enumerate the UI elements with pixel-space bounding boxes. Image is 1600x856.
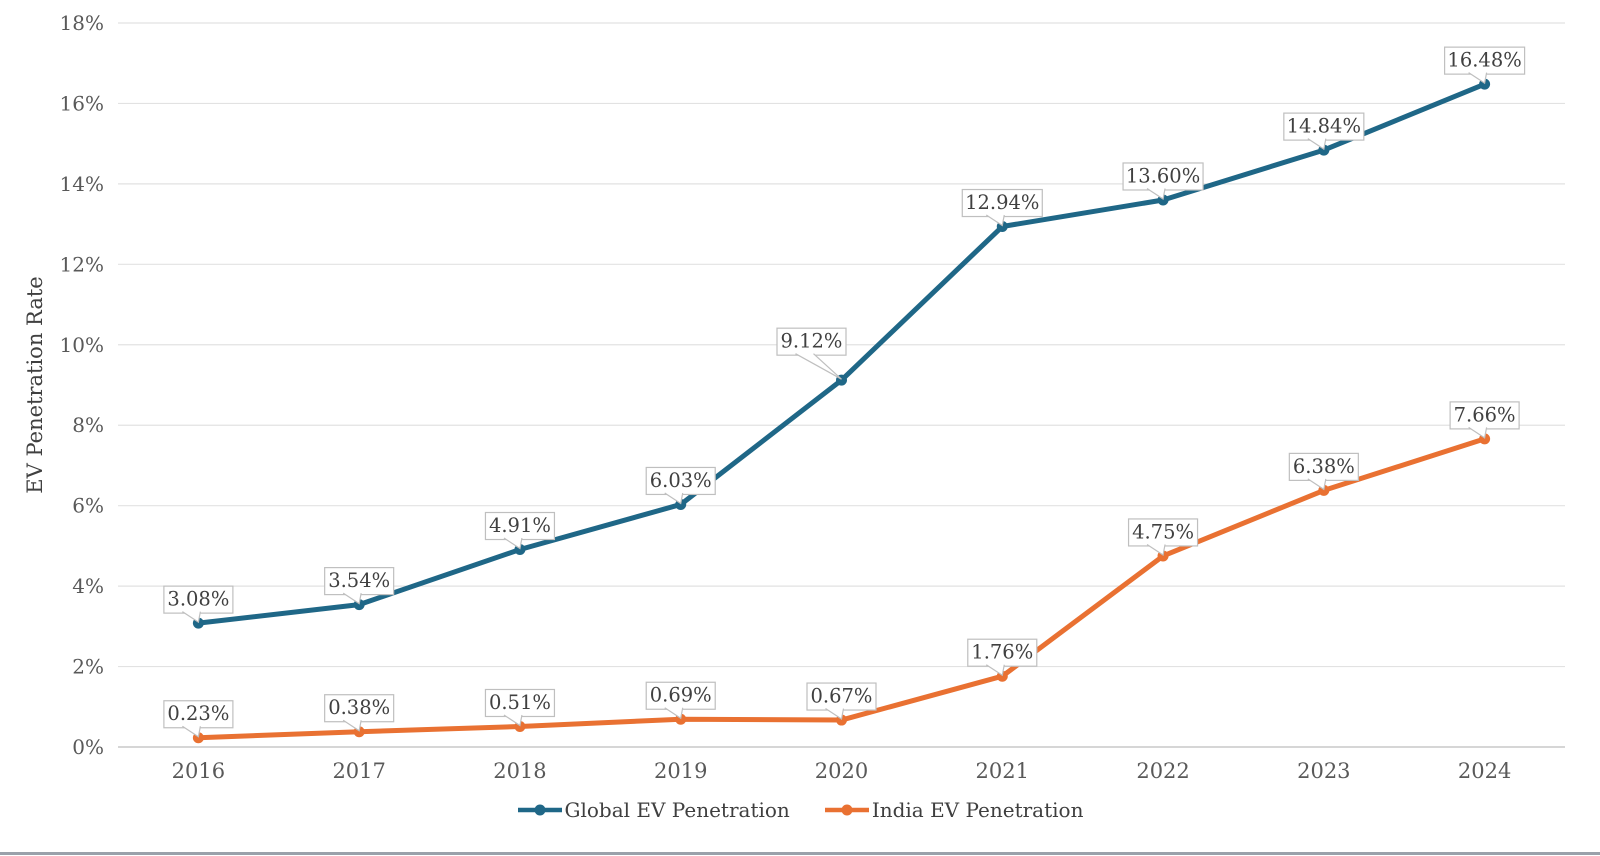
data-label: 0.67% [811, 685, 873, 708]
data-label-tail [182, 611, 201, 624]
legend-item-global: Global EV Penetration [517, 798, 790, 822]
data-label-box [1288, 452, 1359, 481]
data-label-tail [825, 708, 845, 721]
data-label-tail [342, 592, 362, 605]
data-label: 4.75% [1132, 520, 1194, 543]
data-label-tail [664, 492, 684, 505]
x-tick-label: 2024 [1458, 759, 1511, 783]
y-tick-label: 4% [72, 574, 104, 598]
bottom-divider [0, 852, 1600, 855]
data-label-tail [985, 214, 1005, 227]
data-label-tail [1146, 543, 1166, 556]
data-label: 4.91% [489, 514, 551, 537]
data-label-box [1122, 162, 1204, 191]
data-label: 7.66% [1454, 403, 1516, 426]
data-label: 13.60% [1126, 164, 1200, 187]
data-label: 6.03% [650, 469, 712, 492]
y-tick-label: 8% [72, 413, 104, 437]
legend-item-india: India EV Penetration [824, 798, 1084, 822]
y-tick-label: 14% [60, 172, 104, 196]
legend-marker-india-icon [824, 804, 869, 816]
data-label-box [1444, 46, 1526, 75]
x-tick-label: 2021 [976, 759, 1029, 783]
x-tick-label: 2022 [1136, 759, 1189, 783]
x-tick-label: 2017 [332, 759, 385, 783]
data-label-box [961, 188, 1043, 218]
chart-legend: Global EV Penetration India EV Penetrati… [0, 798, 1600, 822]
x-tick-label: 2023 [1297, 759, 1350, 783]
data-label-box [1449, 401, 1520, 430]
legend-label-india: India EV Penetration [871, 798, 1084, 822]
data-label-box [806, 682, 877, 711]
x-tick-label: 2019 [654, 759, 707, 783]
data-label: 3.08% [167, 588, 229, 611]
data-label-tail [795, 353, 842, 380]
data-label: 0.51% [489, 691, 551, 714]
data-label-box [484, 511, 556, 541]
data-label-box [967, 638, 1038, 667]
data-label-tail [182, 725, 201, 738]
y-tick-label: 0% [72, 735, 104, 759]
data-label-box [1127, 518, 1199, 547]
data-label-box [163, 700, 234, 729]
data-label: 9.12% [781, 330, 843, 353]
data-label: 16.48% [1447, 49, 1521, 72]
data-label: 0.69% [650, 684, 712, 707]
data-label: 1.76% [971, 641, 1033, 664]
data-label-box [1283, 112, 1365, 141]
y-tick-label: 10% [60, 333, 104, 357]
data-label: 0.23% [167, 702, 229, 725]
data-label: 14.84% [1287, 115, 1361, 138]
legend-label-global: Global EV Penetration [564, 798, 790, 822]
data-label: 6.38% [1293, 455, 1355, 478]
data-label-tail [342, 719, 362, 732]
ev-penetration-line-chart: 0% 2% 4% 6% 8% 10% 12% 14% 16% 18% 2016 2017 2018 201… [23, 11, 1565, 783]
data-label-box [776, 327, 847, 356]
data-label: 3.54% [328, 569, 390, 592]
y-tick-label: 6% [72, 494, 104, 518]
x-tick-label: 2016 [172, 759, 225, 783]
x-tick-label: 2018 [493, 759, 546, 783]
data-label-tail [1307, 478, 1327, 491]
data-label-tail [1146, 187, 1166, 200]
y-tick-label: 12% [60, 252, 104, 276]
data-label-tail [664, 707, 684, 720]
x-tick-label: 2020 [815, 759, 868, 783]
data-label: 0.38% [328, 696, 390, 719]
data-label-box [324, 694, 395, 723]
data-label-tail [1468, 426, 1488, 439]
y-tick-label: 16% [60, 91, 104, 115]
data-label-box [484, 688, 556, 718]
y-tick-label: 2% [72, 655, 104, 679]
data-label-tail [503, 714, 523, 727]
data-label: 12.94% [965, 191, 1039, 214]
data-label-box [163, 585, 234, 614]
data-label-tail [1468, 72, 1488, 85]
data-label-tail [1307, 138, 1327, 151]
data-label-box [645, 466, 716, 496]
y-axis-title: EV Penetration Rate [23, 276, 47, 493]
y-tick-label: 18% [60, 11, 104, 35]
data-label-tail [985, 664, 1005, 677]
legend-marker-global-icon [517, 804, 562, 816]
data-label-tail [503, 537, 523, 550]
